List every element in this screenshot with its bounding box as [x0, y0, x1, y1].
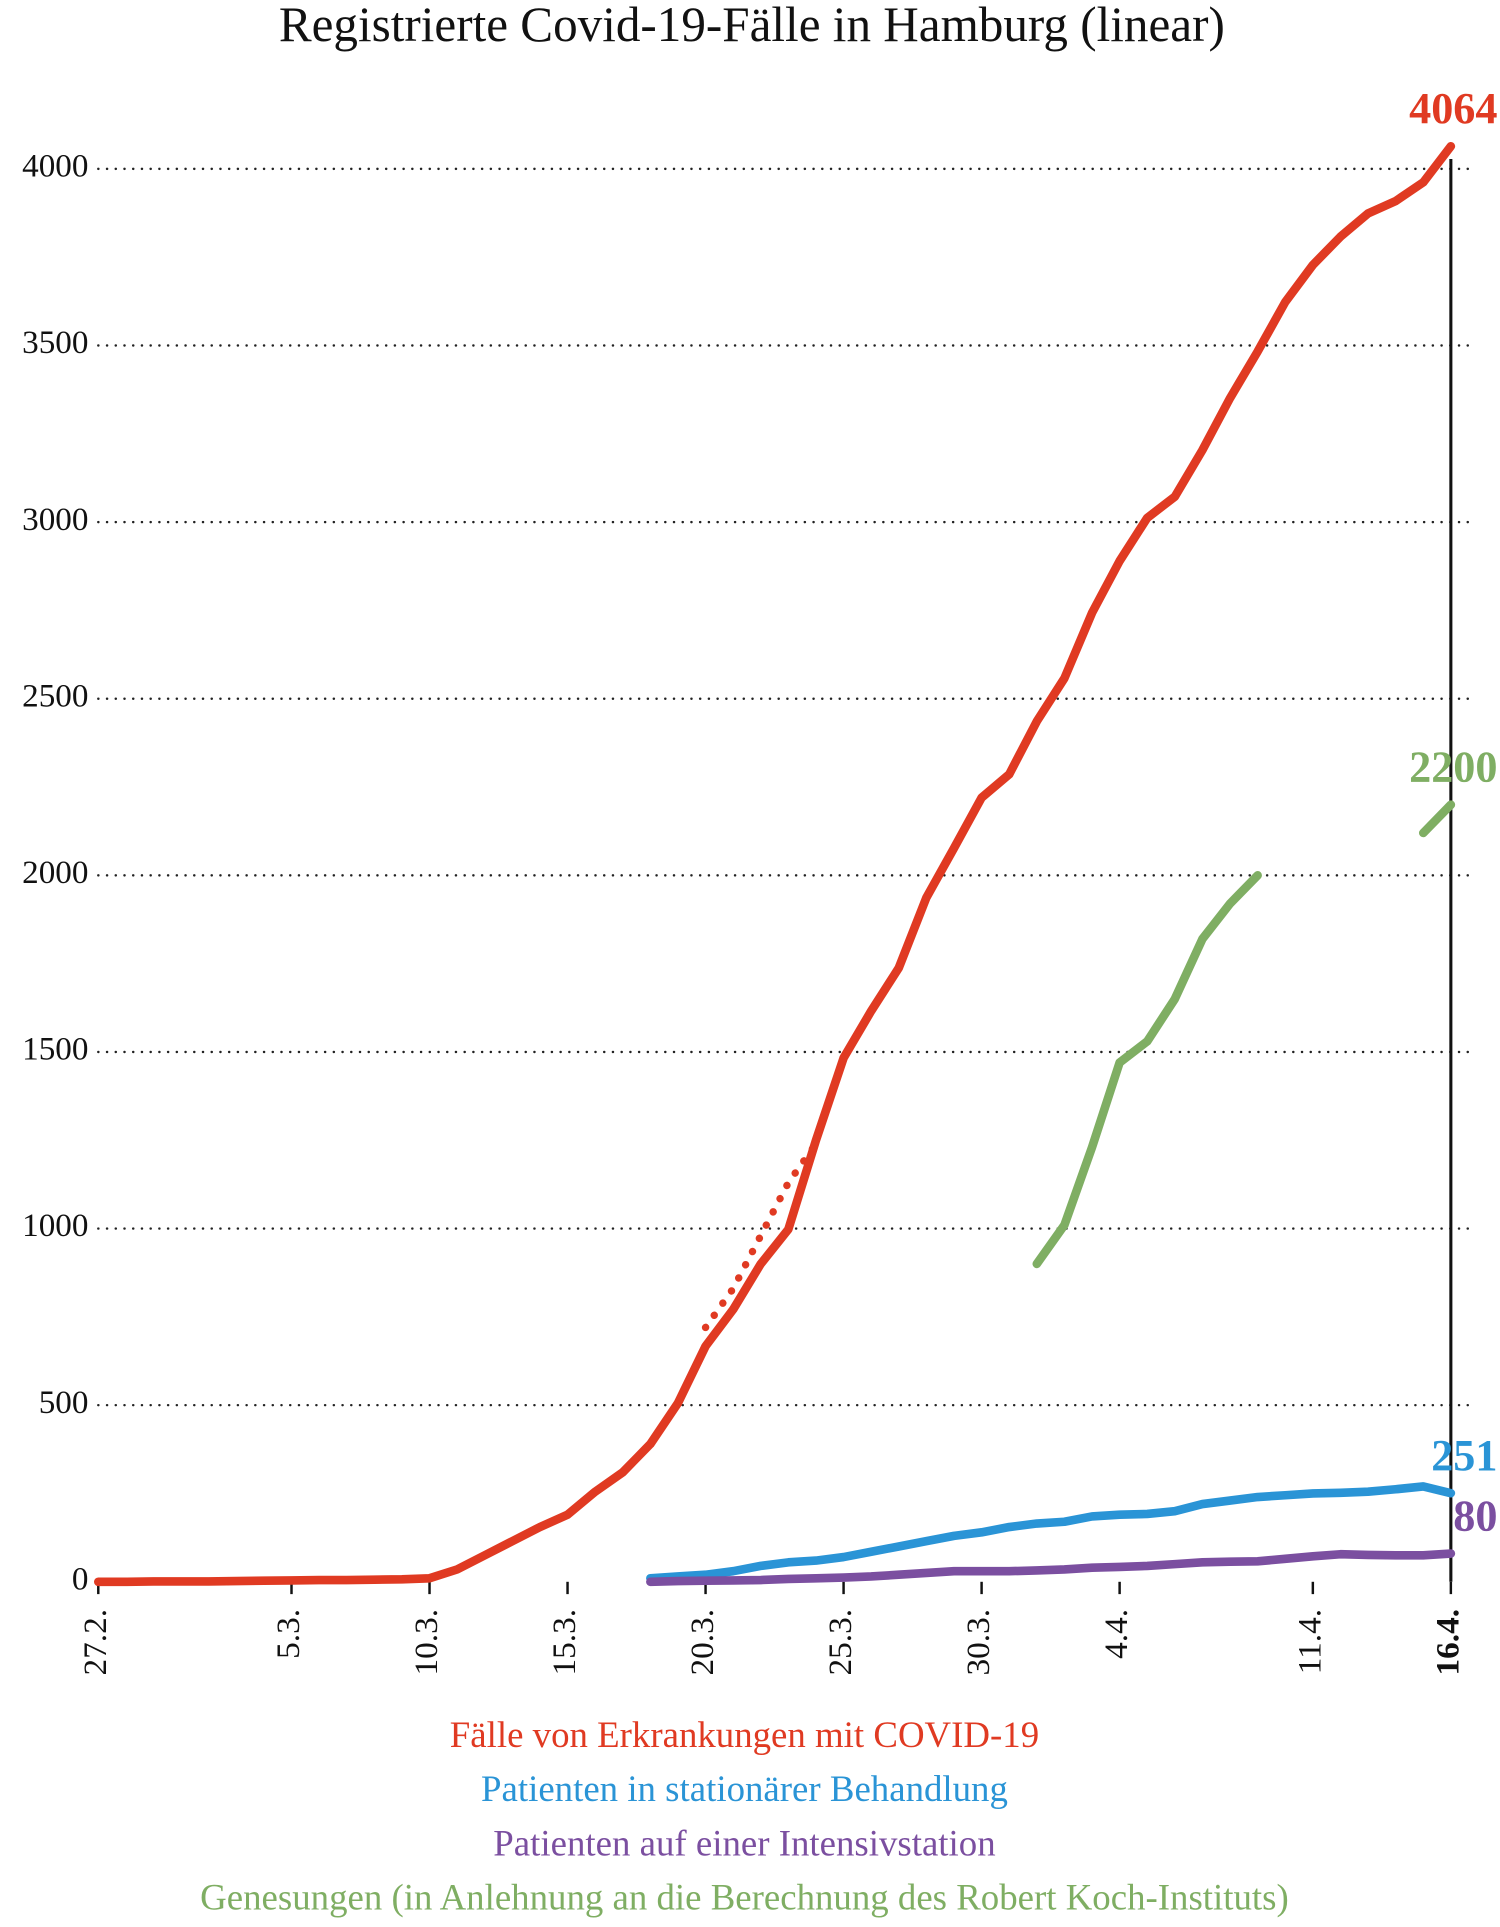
- x-tick-label: 30.3.: [960, 1609, 997, 1676]
- y-tick-label: 2500: [22, 677, 88, 714]
- legend-entry: Patienten in stationärer Behandlung: [481, 1768, 1008, 1809]
- x-tick-label: 25.3.: [822, 1609, 859, 1676]
- y-tick-label: 3500: [22, 324, 88, 361]
- x-tick-label: 5.3.: [270, 1609, 307, 1659]
- data-line: [1032, 800, 1456, 1269]
- data-line: [646, 1482, 1456, 1583]
- y-tick-label: 4000: [22, 147, 88, 184]
- y-tick-label: 500: [39, 1384, 89, 1421]
- data-line: [93, 141, 1456, 1587]
- y-tick-label: 1500: [22, 1031, 88, 1068]
- end-value-label: 4064: [1409, 84, 1497, 133]
- x-tick-label: 4.4.: [1098, 1609, 1135, 1659]
- dotted-line: [701, 1140, 820, 1332]
- legend-entry: Genesungen (in Anlehnung an die Berechnu…: [200, 1877, 1289, 1919]
- y-tick-label: 1000: [22, 1207, 88, 1244]
- x-tick-label: 16.4.: [1430, 1609, 1467, 1676]
- end-value-label: 2200: [1409, 743, 1497, 792]
- end-value-label: 251: [1431, 1431, 1497, 1480]
- y-tick-label: 2000: [22, 854, 88, 891]
- x-tick-label: 15.3.: [546, 1609, 583, 1676]
- end-value-label: 80: [1453, 1491, 1497, 1540]
- y-tick-label: 0: [72, 1560, 89, 1597]
- chart-title: Registrierte Covid-19-Fälle in Hamburg (…: [279, 0, 1225, 52]
- legend-entry: Fälle von Erkrankungen mit COVID-19: [450, 1714, 1039, 1755]
- data-line: [646, 1549, 1456, 1587]
- x-tick-label: 20.3.: [684, 1609, 721, 1676]
- x-tick-label: 27.2.: [77, 1609, 114, 1676]
- legend-entry: Patienten auf einer Intensivstation: [493, 1822, 995, 1863]
- x-tick-label: 11.4.: [1292, 1609, 1329, 1674]
- x-tick-label: 10.3.: [408, 1609, 445, 1676]
- y-tick-label: 3000: [22, 501, 88, 538]
